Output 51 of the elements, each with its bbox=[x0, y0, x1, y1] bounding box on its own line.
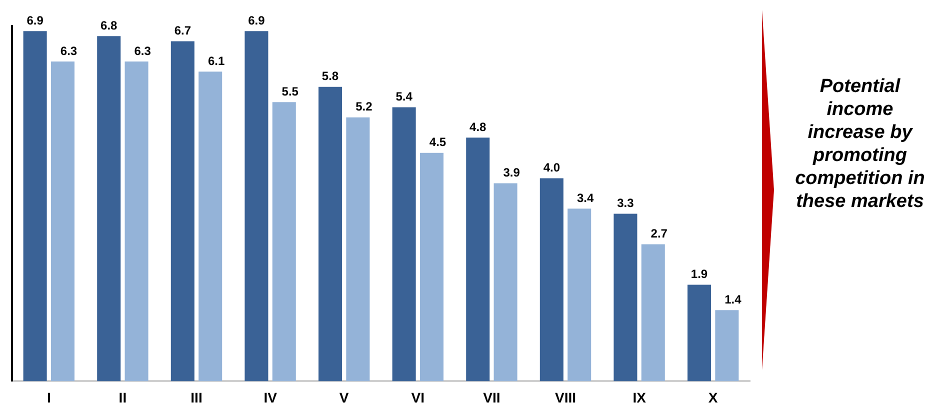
bar bbox=[614, 214, 638, 382]
data-label: 6.1 bbox=[208, 54, 225, 68]
x-tick-label: VI bbox=[411, 389, 425, 406]
bar bbox=[318, 86, 342, 382]
x-tick-label: I bbox=[46, 389, 51, 406]
bar bbox=[392, 107, 416, 382]
data-label: 5.5 bbox=[282, 84, 299, 98]
x-tick-label: X bbox=[708, 389, 718, 406]
data-label: 1.4 bbox=[724, 292, 742, 306]
bar bbox=[198, 72, 222, 382]
data-label: 6.3 bbox=[134, 44, 152, 58]
text: Potential income increase by promoting competition in these markets bbox=[794, 75, 926, 213]
bar bbox=[124, 62, 148, 382]
bar bbox=[50, 62, 74, 382]
data-label: 5.2 bbox=[356, 100, 373, 114]
x-tick-label: IX bbox=[632, 389, 647, 406]
data-label: 5.8 bbox=[322, 69, 339, 84]
bar bbox=[540, 178, 564, 382]
bar bbox=[688, 284, 712, 382]
x-tick-label: IV bbox=[264, 389, 278, 406]
x-tick-label: VII bbox=[483, 389, 500, 406]
data-label: 4.5 bbox=[429, 135, 446, 150]
bar bbox=[97, 36, 121, 382]
data-label: 3.9 bbox=[503, 166, 520, 180]
bar bbox=[494, 183, 518, 382]
bar bbox=[641, 244, 665, 382]
bar bbox=[568, 208, 592, 382]
x-tick-label: VIII bbox=[554, 389, 576, 406]
data-label: 6.7 bbox=[174, 24, 192, 38]
bar bbox=[420, 152, 444, 382]
bar bbox=[272, 102, 296, 382]
bar bbox=[466, 138, 490, 382]
bar bbox=[346, 117, 370, 382]
data-label: 3.3 bbox=[617, 196, 634, 210]
data-label: 1.9 bbox=[690, 267, 708, 282]
bar bbox=[244, 31, 268, 382]
bar bbox=[715, 310, 739, 382]
data-label: 4.0 bbox=[543, 160, 560, 175]
bar bbox=[170, 41, 194, 382]
data-label: 6.3 bbox=[60, 44, 78, 58]
data-label: 2.7 bbox=[650, 226, 668, 241]
x-tick-label: II bbox=[118, 389, 127, 406]
x-tick-label: III bbox=[190, 389, 202, 406]
data-label: 5.4 bbox=[396, 90, 413, 104]
bar bbox=[23, 31, 47, 382]
x-tick-label: V bbox=[339, 389, 350, 406]
data-label: 3.4 bbox=[576, 190, 594, 205]
data-label: 6.8 bbox=[100, 18, 118, 32]
data-label: 6.9 bbox=[248, 13, 266, 28]
data-label: 6.9 bbox=[26, 13, 44, 28]
data-label: 4.8 bbox=[470, 120, 487, 134]
